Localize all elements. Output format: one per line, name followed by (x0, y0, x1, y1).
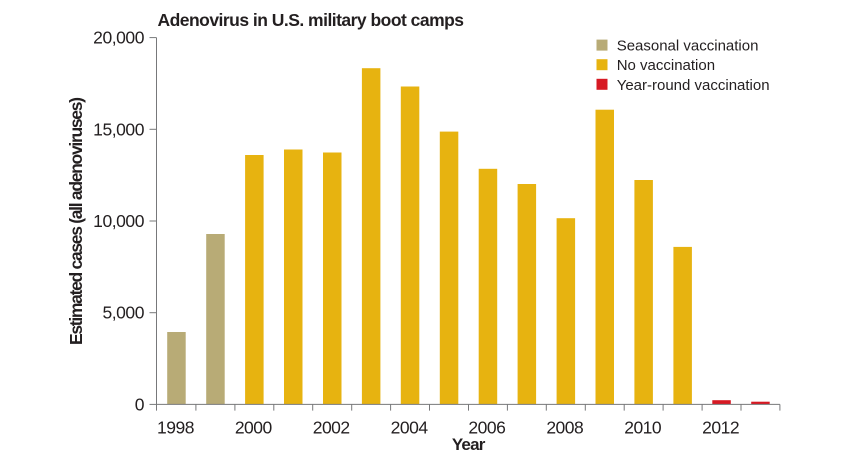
svg-text:5,000: 5,000 (102, 303, 144, 323)
svg-text:Year: Year (452, 435, 486, 454)
svg-text:2002: 2002 (313, 418, 350, 438)
svg-text:No vaccination: No vaccination (617, 57, 715, 74)
svg-text:Adenovirus in U.S. military bo: Adenovirus in U.S. military boot camps (158, 10, 465, 30)
svg-text:2004: 2004 (391, 418, 429, 438)
svg-text:10,000: 10,000 (93, 211, 145, 231)
svg-text:Year-round vaccination: Year-round vaccination (617, 77, 770, 94)
svg-text:Seasonal vaccination: Seasonal vaccination (617, 38, 759, 55)
svg-text:15,000: 15,000 (93, 119, 145, 139)
svg-text:Estimated cases (all adenoviru: Estimated cases (all adenoviruses) (66, 97, 86, 345)
svg-text:1998: 1998 (157, 418, 194, 438)
svg-text:2010: 2010 (624, 418, 662, 438)
svg-text:2012: 2012 (702, 418, 739, 438)
svg-text:2000: 2000 (235, 418, 273, 438)
svg-text:20,000: 20,000 (93, 28, 145, 48)
svg-text:0: 0 (135, 394, 145, 414)
svg-text:2006: 2006 (468, 418, 505, 438)
svg-text:2008: 2008 (546, 418, 583, 438)
